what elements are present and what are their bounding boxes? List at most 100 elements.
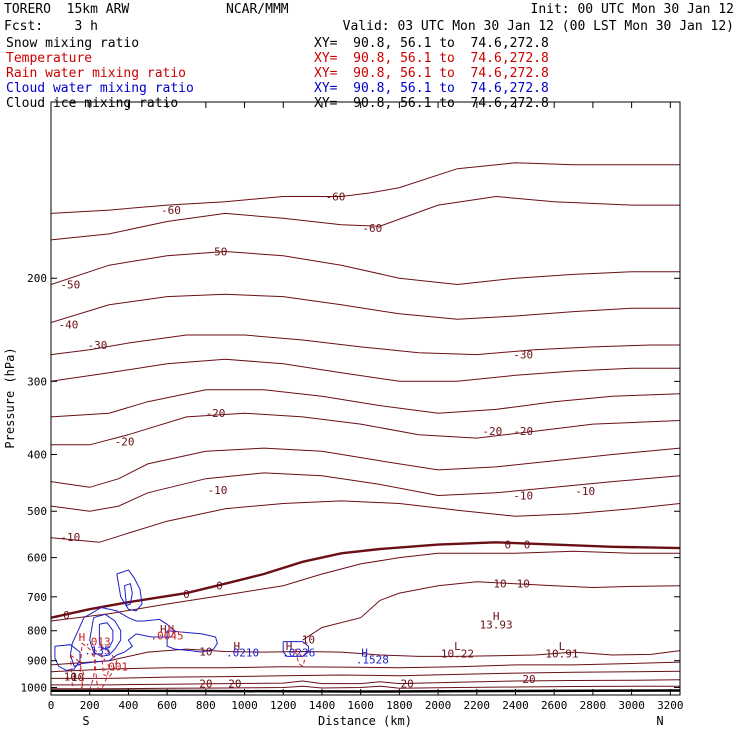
x-tick-label-6: 1200: [270, 699, 297, 712]
cloud-water-contour-6: [282, 641, 309, 657]
contour-label-27: 20: [228, 678, 241, 691]
contour-label-18: 0: [216, 580, 223, 593]
cloud-water-contour-4: [98, 622, 114, 650]
x-tick-label-2: 400: [118, 699, 138, 712]
contour-label-20: 0: [63, 609, 70, 622]
x-tick-label-10: 2000: [425, 699, 452, 712]
y-tick-label-3: 500: [27, 505, 47, 518]
contour-label-4: -50: [208, 245, 228, 258]
contour-label-19: 0: [183, 588, 190, 601]
x-tick-label-13: 2600: [541, 699, 568, 712]
cloud-water-contour-5: [166, 630, 218, 653]
contour-label-48: .001: [102, 660, 129, 673]
x-tick-label-4: 800: [196, 699, 216, 712]
x-axis-title: Distance (km): [318, 714, 412, 728]
plot-frame: [50, 101, 681, 696]
contour-label-34: 10.22: [441, 648, 474, 661]
temperature-contour-4: [51, 334, 680, 356]
legend-label-4: Cloud ice mixing ratio: [6, 96, 179, 111]
temperature-contour-13: [302, 581, 680, 641]
y-tick-label-2: 400: [27, 448, 47, 461]
temperature-contour-9: [51, 472, 680, 512]
temperature-contour-5: [51, 358, 680, 382]
y-tick-label-1: 300: [27, 375, 47, 388]
legend-label-0: Snow mixing ratio: [6, 36, 140, 51]
contour-label-38: .0210: [226, 647, 259, 660]
rain-contour-0: [79, 642, 97, 691]
legend-label-1: Temperature: [6, 51, 93, 66]
rain-contour-1: [93, 648, 110, 691]
contour-label-6: -30: [88, 339, 108, 352]
x-tick-label-5: 1000: [231, 699, 258, 712]
contour-label-5: -40: [58, 319, 78, 332]
legend-xs-4: XY= 90.8, 56.1 to 74.6,272.8: [314, 96, 549, 111]
x-tick-label-12: 2400: [502, 699, 529, 712]
contour-label-26: 20: [199, 678, 212, 691]
contour-label-41: H: [361, 647, 368, 660]
temperature-contour-15: [51, 661, 680, 673]
model-title: TORERO 15km ARW: [4, 2, 130, 17]
legend-xs-1: XY= 90.8, 56.1 to 74.6,272.8: [314, 51, 549, 66]
plot-content: -60 -60 -60 -50 -50 -40 -30 -30 -20 -20 -20 -20 -10 -…: [51, 162, 680, 693]
rain-contour-4: [294, 648, 306, 668]
contour-label-11: -20: [513, 425, 533, 438]
contour-label-45: H: [79, 631, 86, 644]
contour-label-37: H: [233, 640, 240, 653]
legend-xs-0: XY= 90.8, 56.1 to 74.6,272.8: [314, 36, 549, 51]
contour-label-10: -20: [482, 425, 502, 438]
y-tick-label-6: 800: [27, 625, 47, 638]
contour-label-0: -60: [161, 204, 181, 217]
rain-contour-3: [69, 654, 85, 691]
contour-label-15: -10: [60, 531, 80, 544]
contour-label-33: L: [454, 640, 461, 653]
x-tick-label-16: 3200: [657, 699, 684, 712]
valid-time: Valid: 03 UTC Mon 30 Jan 12 (00 LST Mon …: [342, 19, 734, 34]
legend-xs-3: XY= 90.8, 56.1 to 74.6,272.8: [314, 81, 549, 96]
contour-label-21: 10: [493, 578, 506, 591]
contour-label-25: 10: [64, 670, 77, 683]
contour-label-14: -10: [575, 485, 595, 498]
contour-label-2: -60: [362, 222, 382, 235]
cloud-water-contour-0: [116, 569, 143, 612]
contour-label-36: 10.91: [545, 648, 578, 661]
contour-label-13: -10: [513, 490, 533, 503]
contour-label-22: 10: [517, 578, 530, 591]
contour-label-42: .1528: [356, 653, 389, 666]
x-tick-label-0: 0: [48, 699, 55, 712]
x-tick-label-14: 2800: [580, 699, 607, 712]
temperature-contour-12: [51, 550, 680, 622]
cloud-water-contour-2: [69, 606, 176, 667]
center-title: NCAR/MMM: [226, 2, 289, 17]
contour-label-3: -50: [60, 279, 80, 292]
forecast-hour: Fcst: 3 h: [4, 19, 98, 34]
x-tick-label-15: 3000: [618, 699, 645, 712]
temperature-contour-2: [51, 250, 680, 286]
contour-label-49: -10: [64, 671, 84, 684]
contour-label-23: 10: [302, 633, 315, 646]
contour-label-29: 20: [522, 673, 535, 686]
init-time: Init: 00 UTC Mon 30 Jan 12: [530, 2, 735, 17]
temperature-contour-14: [51, 648, 680, 666]
contour-label-46: .013: [84, 636, 111, 649]
temperature-contour-0: [51, 162, 680, 214]
contour-label-16: 0: [504, 539, 511, 552]
x-tick-label-11: 2200: [464, 699, 491, 712]
contour-label-9: -20: [206, 407, 226, 420]
x-tick-label-3: 600: [157, 699, 177, 712]
contour-label-17: 0: [524, 539, 531, 552]
x-tick-label-9: 1800: [386, 699, 413, 712]
x-end-label-left: S: [82, 714, 89, 728]
temperature-contour-18: [51, 685, 680, 690]
temperature-contour-10: [51, 500, 680, 543]
temperature-contour-17: [51, 679, 680, 686]
x-end-label-right: N: [656, 714, 663, 728]
legend-label-3: Cloud water mixing ratio: [6, 81, 194, 96]
cloud-water-contour-1: [124, 583, 133, 607]
temperature-contour-7: [51, 412, 680, 446]
rain-contour-2: [100, 645, 118, 678]
cloud-water-contour-3: [89, 613, 122, 657]
y-axis-title: Pressure (hPa): [3, 347, 17, 448]
contour-label-35: L: [559, 640, 566, 653]
temperature-contour-6: [51, 389, 680, 418]
